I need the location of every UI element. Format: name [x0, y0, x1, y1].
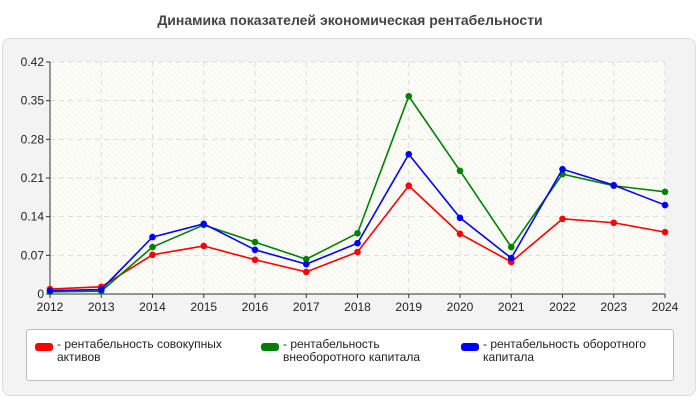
x-tick-label: 2012 — [37, 300, 64, 314]
y-tick-label: 0.28 — [21, 132, 45, 146]
data-point-1 — [251, 238, 259, 246]
x-tick-label: 2021 — [498, 300, 525, 314]
x-tick-label: 2023 — [600, 300, 627, 314]
data-point-1 — [302, 255, 310, 263]
x-tick-label: 2016 — [242, 300, 269, 314]
data-point-1 — [354, 229, 361, 237]
y-tick-label: 0.42 — [21, 55, 45, 69]
data-point-0 — [405, 182, 413, 190]
data-point-2 — [559, 165, 566, 173]
data-point-2 — [251, 246, 259, 254]
legend-label: - рентабельность совокупных активов — [57, 337, 222, 364]
data-point-2 — [200, 220, 208, 228]
y-tick-label: 0 — [37, 287, 44, 301]
data-point-1 — [661, 188, 669, 196]
x-tick-label: 2018 — [344, 300, 371, 314]
data-point-2 — [456, 214, 464, 222]
x-tick-label: 2014 — [139, 300, 166, 314]
legend-label: - рентабельность внеоборотного капитала — [283, 337, 420, 364]
chart-title: Динамика показателей экономическая рента… — [157, 12, 543, 28]
data-point-0 — [559, 215, 566, 223]
y-tick-label: 0.21 — [21, 171, 45, 185]
chart-plot: 0 0.07 0.14 0.21 0.28 0.35 0.42 2012 2013 2014 201… — [21, 55, 679, 314]
legend-swatch-red — [35, 343, 53, 351]
x-tick-label: 2017 — [293, 300, 320, 314]
legend-label: - рентабельность оборотного капитала — [483, 337, 646, 364]
x-tick-label: 2015 — [190, 300, 217, 314]
x-tick-label: 2020 — [447, 300, 474, 314]
data-point-0 — [302, 268, 310, 276]
x-tick-label: 2024 — [652, 300, 679, 314]
y-tick-label: 0.35 — [21, 94, 45, 108]
data-point-2 — [610, 181, 618, 189]
data-point-0 — [149, 251, 156, 259]
legend-swatch-blue — [461, 343, 479, 351]
x-tick-label: 2022 — [549, 300, 576, 314]
data-point-0 — [661, 228, 669, 236]
data-point-2 — [149, 233, 156, 241]
data-point-0 — [610, 219, 618, 227]
data-point-0 — [354, 248, 361, 256]
x-tick-label: 2013 — [88, 300, 115, 314]
data-point-0 — [251, 256, 259, 264]
data-point-2 — [302, 260, 310, 268]
legend: - рентабельность совокупных активов - ре… — [26, 329, 674, 381]
x-tick-label: 2019 — [395, 300, 422, 314]
data-point-2 — [354, 239, 361, 247]
data-point-1 — [507, 243, 515, 251]
data-point-1 — [456, 167, 464, 175]
y-tick-label: 0.07 — [21, 248, 45, 262]
data-point-1 — [149, 243, 156, 251]
data-point-2 — [97, 286, 105, 293]
data-point-2 — [661, 201, 669, 209]
data-point-2 — [46, 287, 54, 294]
y-tick-label: 0.14 — [21, 210, 45, 224]
data-point-0 — [200, 242, 208, 250]
data-point-2 — [405, 150, 413, 158]
data-point-0 — [456, 230, 464, 238]
legend-swatch-green — [261, 343, 279, 351]
data-point-1 — [405, 92, 413, 100]
data-point-2 — [507, 254, 515, 262]
